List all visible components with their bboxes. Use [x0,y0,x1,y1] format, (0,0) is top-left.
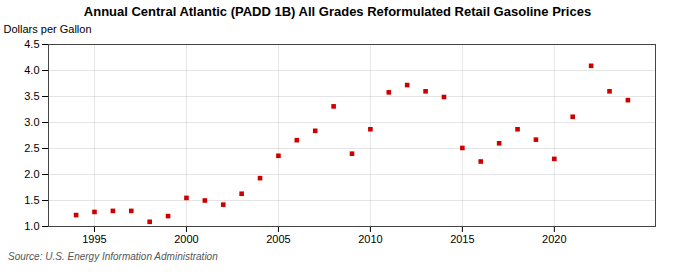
svg-text:2000: 2000 [174,233,198,245]
svg-text:3.5: 3.5 [24,90,39,102]
svg-text:1.5: 1.5 [24,194,39,206]
svg-text:2.5: 2.5 [24,142,39,154]
svg-text:2005: 2005 [266,233,290,245]
html-text:Annual Central Atlantic (PADD: Annual Central Atlantic (PADD 1B) All Gr… [83,4,592,19]
svg-text:1.0: 1.0 [24,220,39,232]
svg-text:3.0: 3.0 [24,116,39,128]
svg-text:1995: 1995 [82,233,106,245]
svg-text:Dollars per Gallon: Dollars per Gallon [4,23,92,35]
svg-text:4.5: 4.5 [24,38,39,50]
svg-text:2.0: 2.0 [24,168,39,180]
html-text:Source: U.S. Energy Informatio: Source: U.S. Energy Information Administ… [8,251,218,262]
svg-text:2015: 2015 [450,233,474,245]
svg-text:2020: 2020 [542,233,566,245]
svg-text:2010: 2010 [358,233,382,245]
svg-text:4.0: 4.0 [24,64,39,76]
